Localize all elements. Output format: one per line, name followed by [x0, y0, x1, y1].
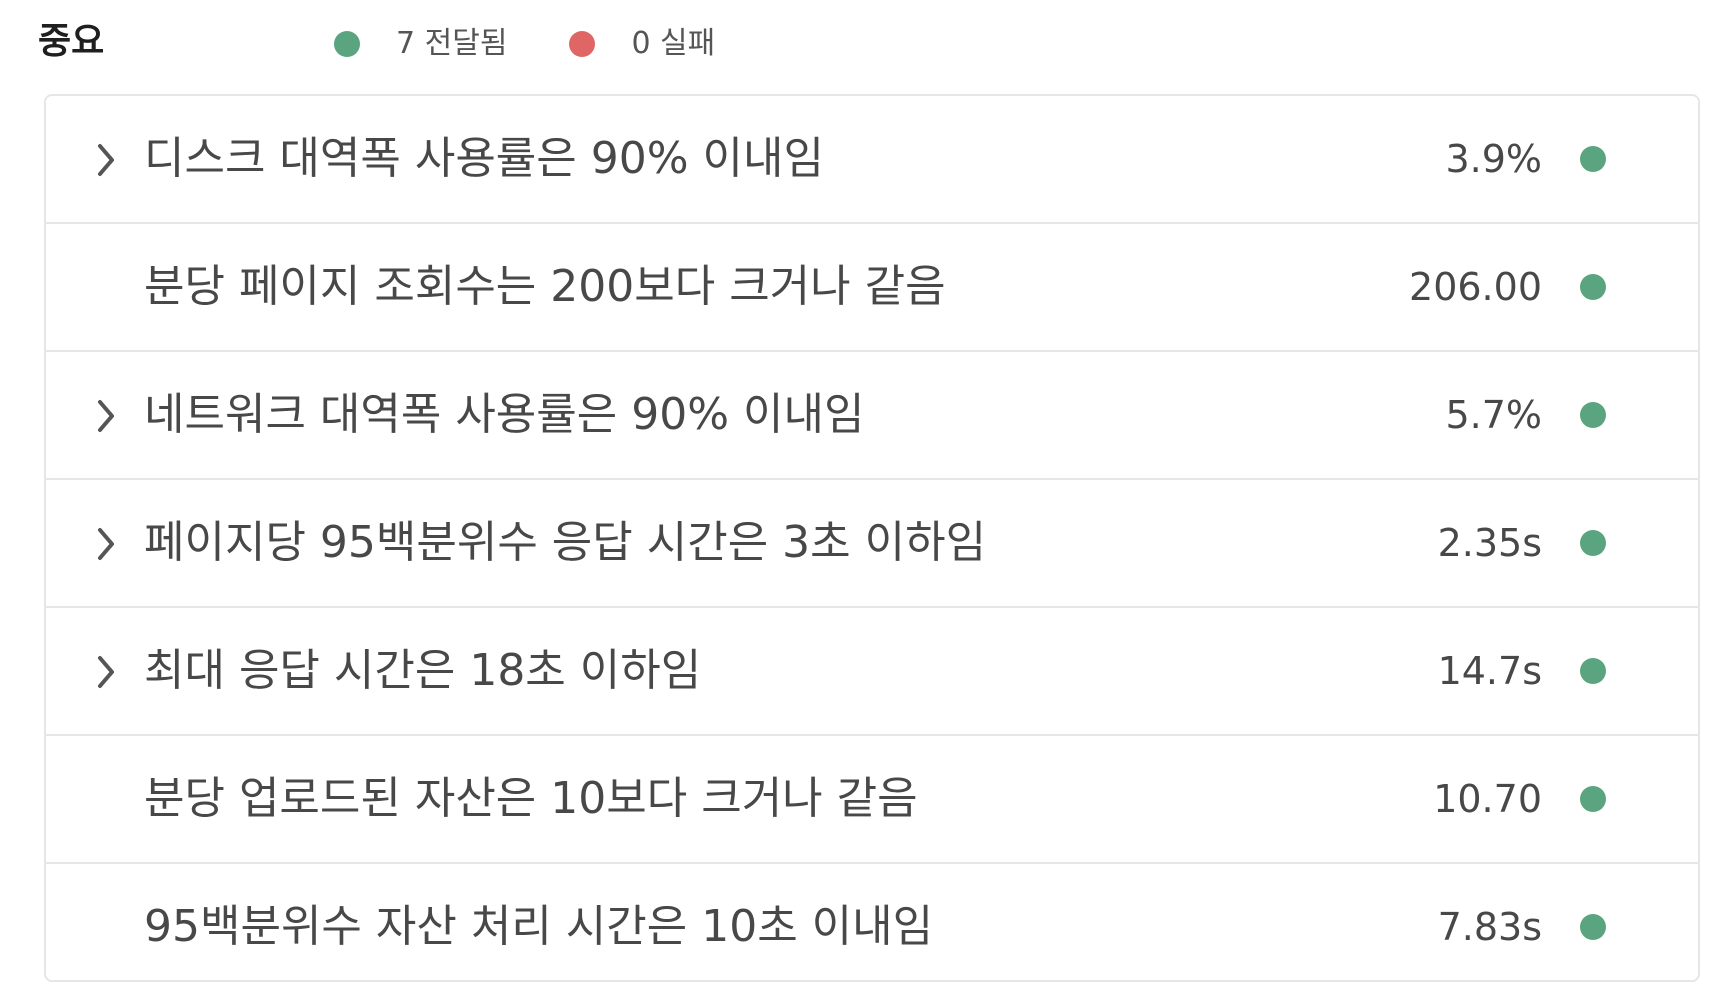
list-item-label: 페이지당 95백분위수 응답 시간은 3초 이하임	[144, 517, 987, 568]
list-item[interactable]: 분당 페이지 조회수는 200보다 크거나 같음 206.00	[46, 224, 1698, 352]
list-item-label: 디스크 대역폭 사용률은 90% 이내임	[144, 133, 824, 184]
list-item-value: 2.35s	[1437, 521, 1542, 565]
status-dot-icon	[1580, 402, 1606, 428]
status-dot-icon	[1580, 274, 1606, 300]
status-dot-icon	[1580, 914, 1606, 940]
list-item-value: 14.7s	[1437, 649, 1542, 693]
status-legend: 7 전달됨 0 실패	[334, 24, 777, 64]
list-item[interactable]: 95백분위수 자산 처리 시간은 10초 이내임 7.83s	[46, 864, 1698, 980]
status-dot-icon	[1580, 658, 1606, 684]
legend-failed: 0 실패	[569, 24, 715, 64]
list-item[interactable]: 네트워크 대역폭 사용률은 90% 이내임 5.7%	[46, 352, 1698, 480]
chevron-right-icon[interactable]	[96, 526, 116, 562]
list-item[interactable]: 페이지당 95백분위수 응답 시간은 3초 이하임 2.35s	[46, 480, 1698, 608]
legend-failed-label: 0 실패	[631, 26, 716, 61]
list-item-value: 206.00	[1409, 265, 1542, 309]
list-item-value: 5.7%	[1445, 393, 1542, 437]
list-item-label: 분당 페이지 조회수는 200보다 크거나 같음	[144, 261, 946, 312]
list-item-label: 최대 응답 시간은 18초 이하임	[144, 645, 702, 696]
list-item[interactable]: 최대 응답 시간은 18초 이하임 14.7s	[46, 608, 1698, 736]
chevron-right-icon[interactable]	[96, 654, 116, 690]
list-item[interactable]: 분당 업로드된 자산은 10보다 크거나 같음 10.70	[46, 736, 1698, 864]
section-title: 중요	[38, 21, 105, 62]
chevron-right-icon[interactable]	[96, 142, 116, 178]
list-item-label: 네트워크 대역폭 사용률은 90% 이내임	[144, 389, 865, 440]
status-dot-icon	[1580, 146, 1606, 172]
list-item[interactable]: 디스크 대역폭 사용률은 90% 이내임 3.9%	[46, 96, 1698, 224]
list-item-value: 7.83s	[1437, 905, 1542, 949]
chevron-right-icon[interactable]	[96, 398, 116, 434]
list-item-value: 3.9%	[1445, 137, 1542, 181]
success-dot-icon	[334, 31, 360, 57]
health-check-list: 디스크 대역폭 사용률은 90% 이내임 3.9% 분당 페이지 조회수는 20…	[44, 94, 1700, 982]
failure-dot-icon	[569, 31, 596, 57]
legend-delivered-label: 7 전달됨	[396, 26, 508, 61]
section-header: 중요 7 전달됨 0 실패	[38, 14, 1698, 70]
list-item-value: 10.70	[1433, 777, 1542, 821]
status-dot-icon	[1580, 786, 1606, 812]
status-dot-icon	[1580, 530, 1606, 556]
legend-delivered: 7 전달됨	[334, 24, 507, 64]
list-item-label: 분당 업로드된 자산은 10보다 크거나 같음	[144, 773, 918, 824]
list-item-label: 95백분위수 자산 처리 시간은 10초 이내임	[144, 901, 934, 952]
